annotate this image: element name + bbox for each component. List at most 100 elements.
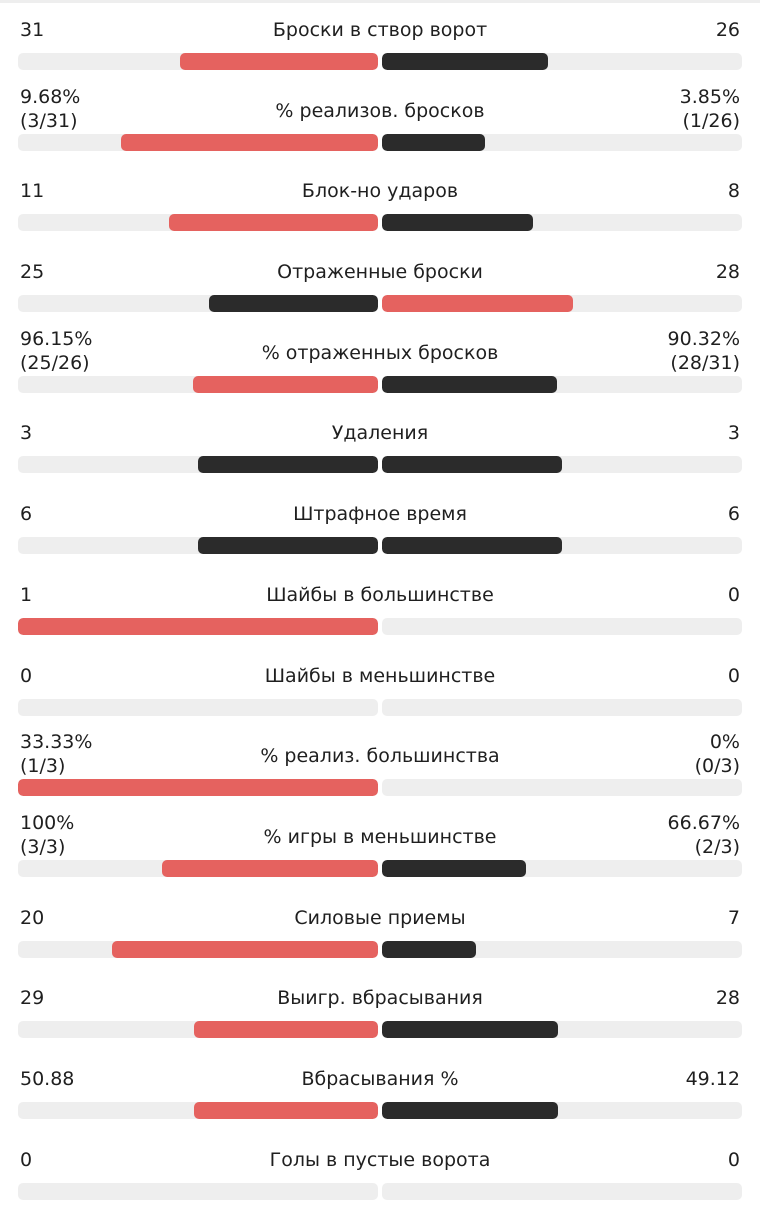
stat-row: 25 Отраженные броски 28	[0, 242, 760, 323]
stat-value-left-line: 6	[20, 503, 33, 526]
stat-bar-fill-left	[180, 53, 378, 70]
stat-value-left: 29	[20, 986, 44, 1010]
stat-label: Силовые приемы	[294, 906, 466, 929]
stat-bar-track-right	[382, 133, 742, 151]
stat-row: 0 Голы в пустые ворота 0	[0, 1130, 760, 1210]
stat-value-right-line: (1/26)	[682, 109, 741, 132]
stat-value-left-line: 29	[20, 987, 45, 1010]
stat-value-right-line: 90.32%	[667, 327, 740, 350]
stat-value-left: 6	[20, 502, 32, 526]
stat-value-left: 0	[20, 1148, 32, 1172]
stat-bar-fill-left	[193, 375, 378, 393]
stat-bar-fill-right	[382, 375, 557, 393]
stat-bar-track-right	[382, 859, 742, 877]
stat-value-right: 6	[728, 502, 740, 526]
stat-bar-fill-left	[198, 456, 378, 474]
stat-bar-track-right	[382, 1182, 742, 1200]
stat-bar-track-left	[18, 537, 378, 555]
stat-value-left: 96.15% (25/26)	[20, 327, 92, 375]
stat-label: % реализ. большинства	[260, 745, 500, 768]
top-divider	[0, 0, 760, 3]
stat-value-right: 0% (0/3)	[695, 730, 740, 778]
stat-bar-track-left	[18, 1182, 378, 1200]
stat-value-right: 0	[728, 583, 740, 607]
stat-bar-track-left	[18, 214, 378, 232]
stat-value-left-line: 100%	[20, 811, 75, 834]
stat-bar-fill-right	[382, 859, 526, 877]
stat-label: Шайбы в большинстве	[266, 583, 494, 606]
stat-value-right: 28	[716, 260, 740, 284]
stat-value-right: 26	[716, 18, 740, 42]
stat-bar-track-right	[382, 537, 742, 555]
stat-label: Отраженные броски	[277, 261, 483, 284]
stat-row: 11 Блок-но ударов 8	[0, 161, 760, 242]
stat-bar-track-left	[18, 456, 378, 474]
stat-bar-fill-right	[382, 295, 573, 313]
stat-bar-fill-right	[382, 53, 548, 70]
stat-bar-track-left	[18, 375, 378, 393]
stat-value-right: 49.12	[686, 1067, 740, 1091]
stat-value-left-line: 0	[20, 664, 33, 687]
stat-value-left-line: 31	[20, 19, 45, 41]
stat-value-left: 50.88	[20, 1067, 74, 1091]
stat-label: Шайбы в меньшинстве	[264, 664, 496, 687]
stat-value-right-line: 7	[727, 906, 740, 929]
stat-bar-track-right	[382, 698, 742, 716]
stat-value-left-line: (3/31)	[20, 109, 78, 132]
stat-bar-fill-right	[382, 1101, 558, 1119]
stat-value-right-line: 26	[715, 19, 740, 41]
stat-bar-fill-right	[382, 214, 533, 232]
stat-bar-track-left	[18, 617, 378, 635]
stat-row: 6 Штрафное время 6	[0, 484, 760, 565]
stat-bar-fill-right	[382, 1021, 558, 1039]
stat-value-right-line: 49.12	[685, 1067, 740, 1090]
stat-bar-track-left	[18, 295, 378, 313]
stat-label: Вбрасывания %	[301, 1067, 459, 1090]
stat-label: Броски в створ ворот	[272, 19, 488, 41]
stat-value-left-line: 11	[20, 180, 45, 203]
stat-value-left-line: (3/3)	[20, 835, 66, 858]
stat-bar-track-right	[382, 456, 742, 474]
stat-bar-track-right	[382, 779, 742, 797]
stat-bar-fill-left	[194, 1021, 378, 1039]
stat-value-right-line: 0%	[709, 731, 740, 754]
stat-value-left: 25	[20, 260, 44, 284]
stat-label: Блок-но ударов	[301, 180, 459, 203]
stat-bar-track-right	[382, 617, 742, 635]
stat-label: Штрафное время	[293, 503, 467, 526]
stat-bar-fill-left	[18, 779, 378, 797]
stat-row: 0 Шайбы в меньшинстве 0	[0, 646, 760, 727]
stat-bar-fill-right	[382, 133, 485, 151]
stat-bar-track-left	[18, 859, 378, 877]
stat-bar-track-left	[18, 1021, 378, 1039]
stat-value-right: 66.67% (2/3)	[668, 811, 740, 859]
stat-value-left-line: 9.68%	[20, 85, 81, 108]
stat-value-right: 90.32% (28/31)	[668, 327, 740, 375]
stat-bar-track-left	[18, 779, 378, 797]
stat-value-right: 8	[728, 179, 740, 203]
stat-label: % игры в меньшинстве	[263, 825, 497, 848]
stat-value-left: 20	[20, 906, 44, 930]
stat-bar-fill-left	[162, 859, 378, 877]
stat-row: 9.68% (3/31) % реализов. бросков 3.85% (1/26…	[0, 81, 760, 162]
stat-value-right-line: 8	[727, 180, 740, 203]
stat-bar-fill-left	[18, 617, 378, 635]
stat-bar-track-right	[382, 375, 742, 393]
stat-value-left-line: 33.33%	[20, 731, 93, 754]
stat-value-right-line: (2/3)	[694, 835, 740, 858]
stat-bar-fill-left	[194, 1101, 378, 1119]
stat-value-left: 11	[20, 179, 44, 203]
stat-value-left: 0	[20, 664, 32, 688]
stat-value-left-line: 50.88	[20, 1067, 75, 1090]
stat-label: Удаления	[331, 422, 429, 445]
stat-bar-track-left	[18, 940, 378, 958]
stat-value-right-line: 0	[727, 583, 740, 606]
stat-bar-fill-right	[382, 456, 562, 474]
stat-bar-fill-right	[382, 537, 562, 555]
stat-row: 100% (3/3) % игры в меньшинстве 66.67% (2/3)	[0, 807, 760, 888]
stat-value-right-line: 28	[715, 987, 740, 1010]
stat-value-left: 3	[20, 421, 32, 445]
stat-value-right-line: 28	[715, 261, 740, 284]
stat-row: 33.33% (1/3) % реализ. большинства 0% (0/3)	[0, 726, 760, 807]
stat-bar-fill-left	[209, 295, 378, 313]
